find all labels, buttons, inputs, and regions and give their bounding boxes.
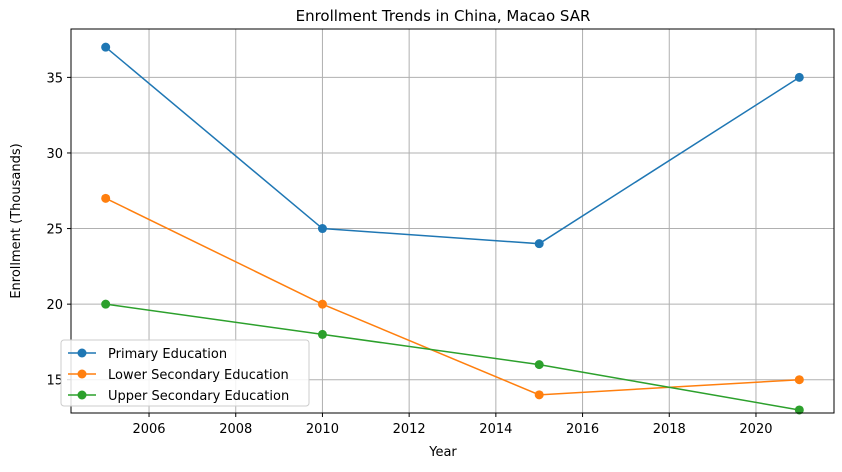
x-tick-label: 2010 xyxy=(306,422,339,437)
grid-lines xyxy=(71,29,834,413)
x-tick-label: 2020 xyxy=(739,422,772,437)
legend-label: Upper Secondary Education xyxy=(108,389,289,404)
y-tick-label: 35 xyxy=(46,71,63,86)
y-tick-label: 20 xyxy=(46,298,63,313)
y-axis-label: Enrollment (Thousands) xyxy=(9,143,24,298)
legend-label: Primary Education xyxy=(108,347,227,362)
data-point xyxy=(317,299,327,309)
y-axis-ticks: 15 20 25 30 35 xyxy=(46,71,71,389)
legend-marker xyxy=(77,390,87,400)
x-tick-label: 2014 xyxy=(479,422,512,437)
legend-label: Lower Secondary Education xyxy=(108,368,289,383)
legend-marker xyxy=(77,348,87,358)
data-point xyxy=(101,193,111,203)
y-tick-label: 25 xyxy=(46,223,63,238)
data-point xyxy=(794,405,804,415)
legend-box xyxy=(60,339,310,407)
x-axis-label: Year xyxy=(428,445,457,460)
legend: Primary Education Lower Secondary Educati… xyxy=(60,339,310,407)
x-tick-label: 2016 xyxy=(566,422,599,437)
data-point xyxy=(534,360,544,370)
data-point xyxy=(534,239,544,249)
data-point xyxy=(101,299,111,309)
series-line xyxy=(105,303,800,411)
y-tick-label: 30 xyxy=(46,147,63,162)
y-tick-label: 15 xyxy=(46,374,63,389)
data-point xyxy=(794,72,804,82)
data-point xyxy=(794,375,804,385)
plot-frame xyxy=(70,28,835,414)
legend-marker xyxy=(77,369,87,379)
data-point xyxy=(534,390,544,400)
x-tick-label: 2008 xyxy=(219,422,252,437)
data-point xyxy=(317,224,327,234)
x-tick-label: 2012 xyxy=(393,422,426,437)
data-point xyxy=(101,42,111,52)
series-layer xyxy=(101,42,804,415)
x-tick-label: 2018 xyxy=(653,422,686,437)
chart-title: Enrollment Trends in China, Macao SAR xyxy=(296,7,591,25)
series-line xyxy=(105,46,800,245)
x-axis-ticks: 2006 2008 2010 2012 2014 2016 2018 2020 xyxy=(132,413,773,437)
data-point xyxy=(317,329,327,339)
x-tick-label: 2006 xyxy=(132,422,165,437)
